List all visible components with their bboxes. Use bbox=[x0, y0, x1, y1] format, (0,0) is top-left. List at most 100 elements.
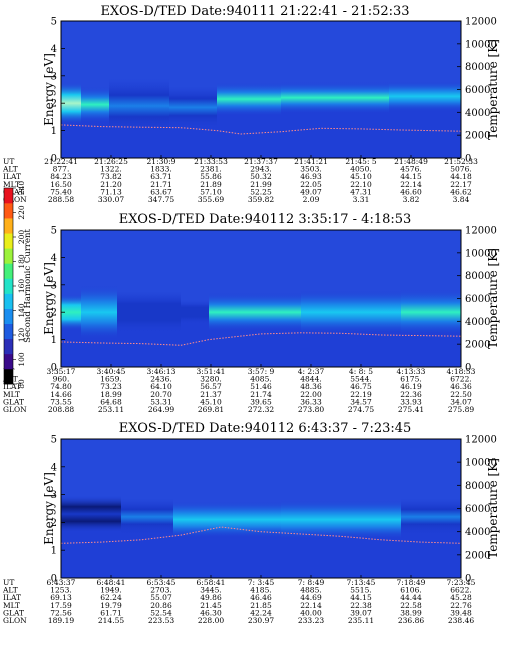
orbit-value: 274.75 bbox=[348, 405, 374, 414]
orbit-value: 21:26:25 bbox=[94, 157, 128, 166]
y2-tick-label: 10000 bbox=[465, 248, 497, 259]
orbit-row-label: GLAT bbox=[3, 397, 24, 406]
orbit-value: 53.31 bbox=[150, 397, 171, 406]
spectral-band-4 bbox=[209, 292, 301, 332]
colorbar-label: Second Harmonic Current bbox=[23, 229, 33, 343]
orbit-value: 22.14 bbox=[400, 180, 422, 189]
orbit-value: 5076. bbox=[450, 165, 471, 174]
orbit-value: 22.36 bbox=[400, 390, 422, 399]
orbit-row-label: MLT bbox=[3, 390, 20, 399]
orbit-row-label: ILAT bbox=[3, 593, 21, 602]
panel-title: EXOS-D/TED Date:940112 6:43:37 - 7:23:45 bbox=[119, 421, 412, 436]
orbit-row-label: GLAT bbox=[3, 608, 24, 617]
orbit-value: 2703. bbox=[150, 586, 171, 595]
y2-tick-label: 2000 bbox=[465, 550, 490, 561]
y-axis-label: Energy [eV] bbox=[42, 262, 56, 335]
orbit-value: 45.10 bbox=[200, 397, 222, 406]
orbit-value: 45.10 bbox=[350, 172, 372, 181]
orbit-value: 21.20 bbox=[100, 180, 122, 189]
orbit-value: 44.44 bbox=[400, 593, 422, 602]
colorbar-cell bbox=[4, 188, 13, 204]
y-tick-label: 0 bbox=[51, 154, 57, 165]
orbit-value: 39.07 bbox=[350, 608, 372, 617]
colorbar-tick-label: 180 bbox=[17, 254, 26, 269]
y2-tick-label: 6000 bbox=[465, 294, 490, 305]
y2-tick-label: 4000 bbox=[465, 317, 490, 328]
orbit-value: 223.53 bbox=[148, 616, 174, 625]
orbit-value: 230.97 bbox=[248, 616, 274, 625]
orbit-value: 49.86 bbox=[200, 593, 222, 602]
orbit-value: 52.25 bbox=[250, 187, 272, 196]
colorbar: 80 100 120 140 160 180 200 220 240 Second Harmon… bbox=[3, 181, 33, 389]
orbit-value: 3.31 bbox=[353, 195, 370, 204]
orbit-value: 16.50 bbox=[50, 180, 72, 189]
orbit-value: 2381. bbox=[200, 165, 221, 174]
orbit-value: 17.59 bbox=[50, 601, 72, 610]
orbit-value: 1833. bbox=[150, 165, 171, 174]
colorbar-tick-label: 120 bbox=[17, 328, 26, 343]
spectral-band-5 bbox=[281, 82, 389, 114]
orbit-value: 189.19 bbox=[48, 616, 74, 625]
orbit-row-label: GLON bbox=[3, 195, 27, 204]
orbit-value: 6:58:41 bbox=[197, 578, 226, 587]
orbit-row-label: ILAT bbox=[3, 382, 21, 391]
orbit-value: 44.15 bbox=[400, 172, 422, 181]
orbit-value: 21.99 bbox=[250, 180, 272, 189]
orbit-value: 36.33 bbox=[300, 397, 322, 406]
orbit-value: 3:46:13 bbox=[147, 367, 176, 376]
y-tick-label: 1 bbox=[51, 335, 57, 346]
orbit-value: 235.11 bbox=[348, 616, 374, 625]
spectrogram-panel-2: EXOS-D/TED Date:940112 3:35:17 - 4:18:53… bbox=[2, 212, 500, 414]
y2-tick-label: 0 bbox=[465, 154, 471, 165]
orbit-value: 64.68 bbox=[100, 397, 122, 406]
colorbar-tick-label: 140 bbox=[17, 303, 26, 318]
orbit-row-label: ILAT bbox=[3, 172, 21, 181]
orbit-value: 46.46 bbox=[250, 593, 272, 602]
orbit-value: 22.38 bbox=[350, 601, 372, 610]
orbit-value: 46.30 bbox=[200, 608, 222, 617]
orbit-value: 2436. bbox=[150, 375, 171, 384]
y2-tick-label: 4000 bbox=[465, 527, 490, 538]
temperature-line bbox=[60, 526, 462, 544]
orbit-value: 55.07 bbox=[150, 593, 172, 602]
colorbar-cell bbox=[4, 263, 13, 279]
y2-tick-label: 4000 bbox=[465, 108, 490, 119]
orbit-value: 39.65 bbox=[250, 397, 272, 406]
orbit-value: 34.07 bbox=[450, 397, 472, 406]
orbit-value: 275.89 bbox=[448, 405, 474, 414]
orbit-row-label: ALT bbox=[2, 586, 18, 595]
orbit-value: 22.14 bbox=[300, 601, 322, 610]
orbit-value: 269.81 bbox=[198, 405, 224, 414]
orbit-value: 73.82 bbox=[100, 172, 122, 181]
orbit-value: 21:41:21 bbox=[294, 157, 328, 166]
orbit-value: 21:33:53 bbox=[194, 157, 228, 166]
orbit-value: 21.37 bbox=[200, 390, 222, 399]
panel-title: EXOS-D/TED Date:940111 21:22:41 - 21:52:… bbox=[100, 4, 409, 19]
orbit-value: 38.99 bbox=[400, 608, 422, 617]
orbit-value: 3.84 bbox=[453, 195, 470, 204]
spectrogram-panel-1: EXOS-D/TED Date:940111 21:22:41 - 21:52:… bbox=[2, 4, 500, 204]
y-tick-label: 5 bbox=[51, 435, 57, 446]
orbit-value: 21.71 bbox=[150, 180, 171, 189]
y-tick-label: 0 bbox=[51, 574, 57, 585]
colorbar-tick-label: 80 bbox=[17, 379, 26, 389]
orbit-value: 46.93 bbox=[300, 172, 322, 181]
orbit-value: 3:40:45 bbox=[97, 367, 126, 376]
orbit-value: 3.82 bbox=[403, 195, 420, 204]
orbit-value: 7:13:45 bbox=[347, 578, 376, 587]
orbit-value: 3:51:41 bbox=[197, 367, 226, 376]
y2-tick-label: 10000 bbox=[465, 39, 497, 50]
orbit-value: 4844. bbox=[300, 375, 321, 384]
orbit-value: 75.40 bbox=[50, 187, 72, 196]
temperature-line bbox=[60, 124, 462, 135]
spectral-band-5 bbox=[301, 290, 401, 334]
y-tick-label: 5 bbox=[51, 17, 57, 28]
colorbar-tick-label: 160 bbox=[17, 279, 26, 294]
y-tick-label: 3 bbox=[51, 490, 57, 501]
orbit-value: 33.93 bbox=[400, 397, 422, 406]
orbit-value: 22.50 bbox=[450, 390, 472, 399]
orbit-value: 4: 2:37 bbox=[298, 367, 325, 376]
orbit-value: 21.85 bbox=[250, 601, 272, 610]
orbit-value: 73.55 bbox=[50, 397, 72, 406]
orbit-value: 46.19 bbox=[400, 382, 422, 391]
